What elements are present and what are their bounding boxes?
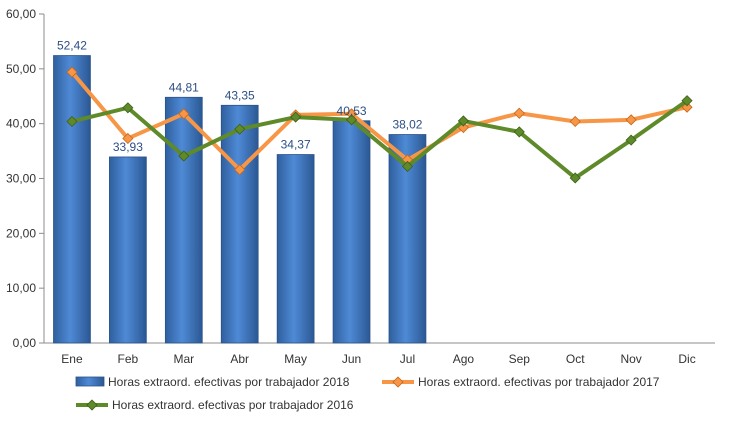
series-point-2017 [569,115,581,128]
x-tick-label: Mar [173,352,194,366]
series-point-2016 [345,114,358,126]
bar-2018 [276,154,315,344]
series-point-2016 [178,150,190,162]
bar-2018 [109,156,147,344]
series-line-2016 [69,98,690,180]
bars [53,55,427,344]
series-point-2016 [122,102,134,114]
bar-data-label: 38,02 [392,118,422,132]
series-point-2016 [625,134,637,146]
series-point-2017 [178,108,190,120]
series-point-2017 [513,107,525,119]
axes: 0,00 10,00 20,00 30,00 40,00 50,00 60,00 Ene Feb… [6,7,715,366]
legend: Horas extraord. efectivas por trabajador… [75,375,660,412]
series-point-2016 [66,115,78,128]
y-tick-label: 10,00 [6,281,36,295]
series-point-2016 [234,123,246,135]
bar-data-label: 40,53 [337,104,367,118]
x-tick-label: Abr [230,352,249,366]
series-lines [66,66,693,184]
bar-2018 [53,55,91,344]
y-tick-label: 20,00 [6,226,36,240]
y-tick-label: 40,00 [6,117,36,131]
legend-swatch-marker-2017 [392,376,404,388]
series-point-2016 [401,160,414,173]
series-point-2017 [234,164,246,176]
legend-swatch-2018 [75,376,105,387]
series-point-2016 [290,111,302,123]
legend-label-2017: Horas extraord. efectivas por trabajador… [418,375,660,389]
series-point-2016 [569,172,581,184]
y-tick-label: 50,00 [6,62,36,76]
x-tick-label: Feb [118,352,139,366]
series-point-2017 [66,66,78,78]
bar-data-label: 43,35 [225,88,255,102]
series-point-2017 [625,114,637,126]
series-line-2017 [69,70,690,172]
x-tick-label: Ago [453,352,475,366]
x-tick-label: Nov [620,352,641,366]
bar-data-label: 34,37 [281,138,311,152]
x-tick-label: Jul [400,352,415,366]
bar-data-label: 52,42 [57,39,87,53]
x-tick-label: May [284,352,307,366]
series-point-2016 [681,95,693,107]
x-tick-label: Ene [61,352,83,366]
x-tick-label: Oct [566,352,585,366]
series-point-2017 [122,132,134,145]
bar-data-label: 33,93 [113,140,143,154]
x-tick-label: Sep [509,352,531,366]
y-tick-label: 0,00 [13,336,37,350]
series-point-2016 [457,115,469,127]
y-tick-label: 30,00 [6,172,36,186]
bar-data-label: 44,81 [169,80,199,94]
series-point-2016 [513,126,525,138]
data-labels: 52,42 33,93 44,81 43,35 34,37 40,53 38,02 [57,39,423,154]
legend-swatch-marker-2016 [86,399,98,411]
bar-2018 [332,120,371,344]
legend-label-2018: Horas extraord. efectivas por trabajador… [108,375,350,389]
bar-2018 [164,96,203,344]
legend-label-2016: Horas extraord. efectivas por trabajador… [112,398,354,412]
bar-2018 [220,104,259,344]
y-tick-label: 60,00 [6,7,36,21]
x-tick-label: Dic [678,352,695,366]
x-tick-label: Jun [342,352,361,366]
